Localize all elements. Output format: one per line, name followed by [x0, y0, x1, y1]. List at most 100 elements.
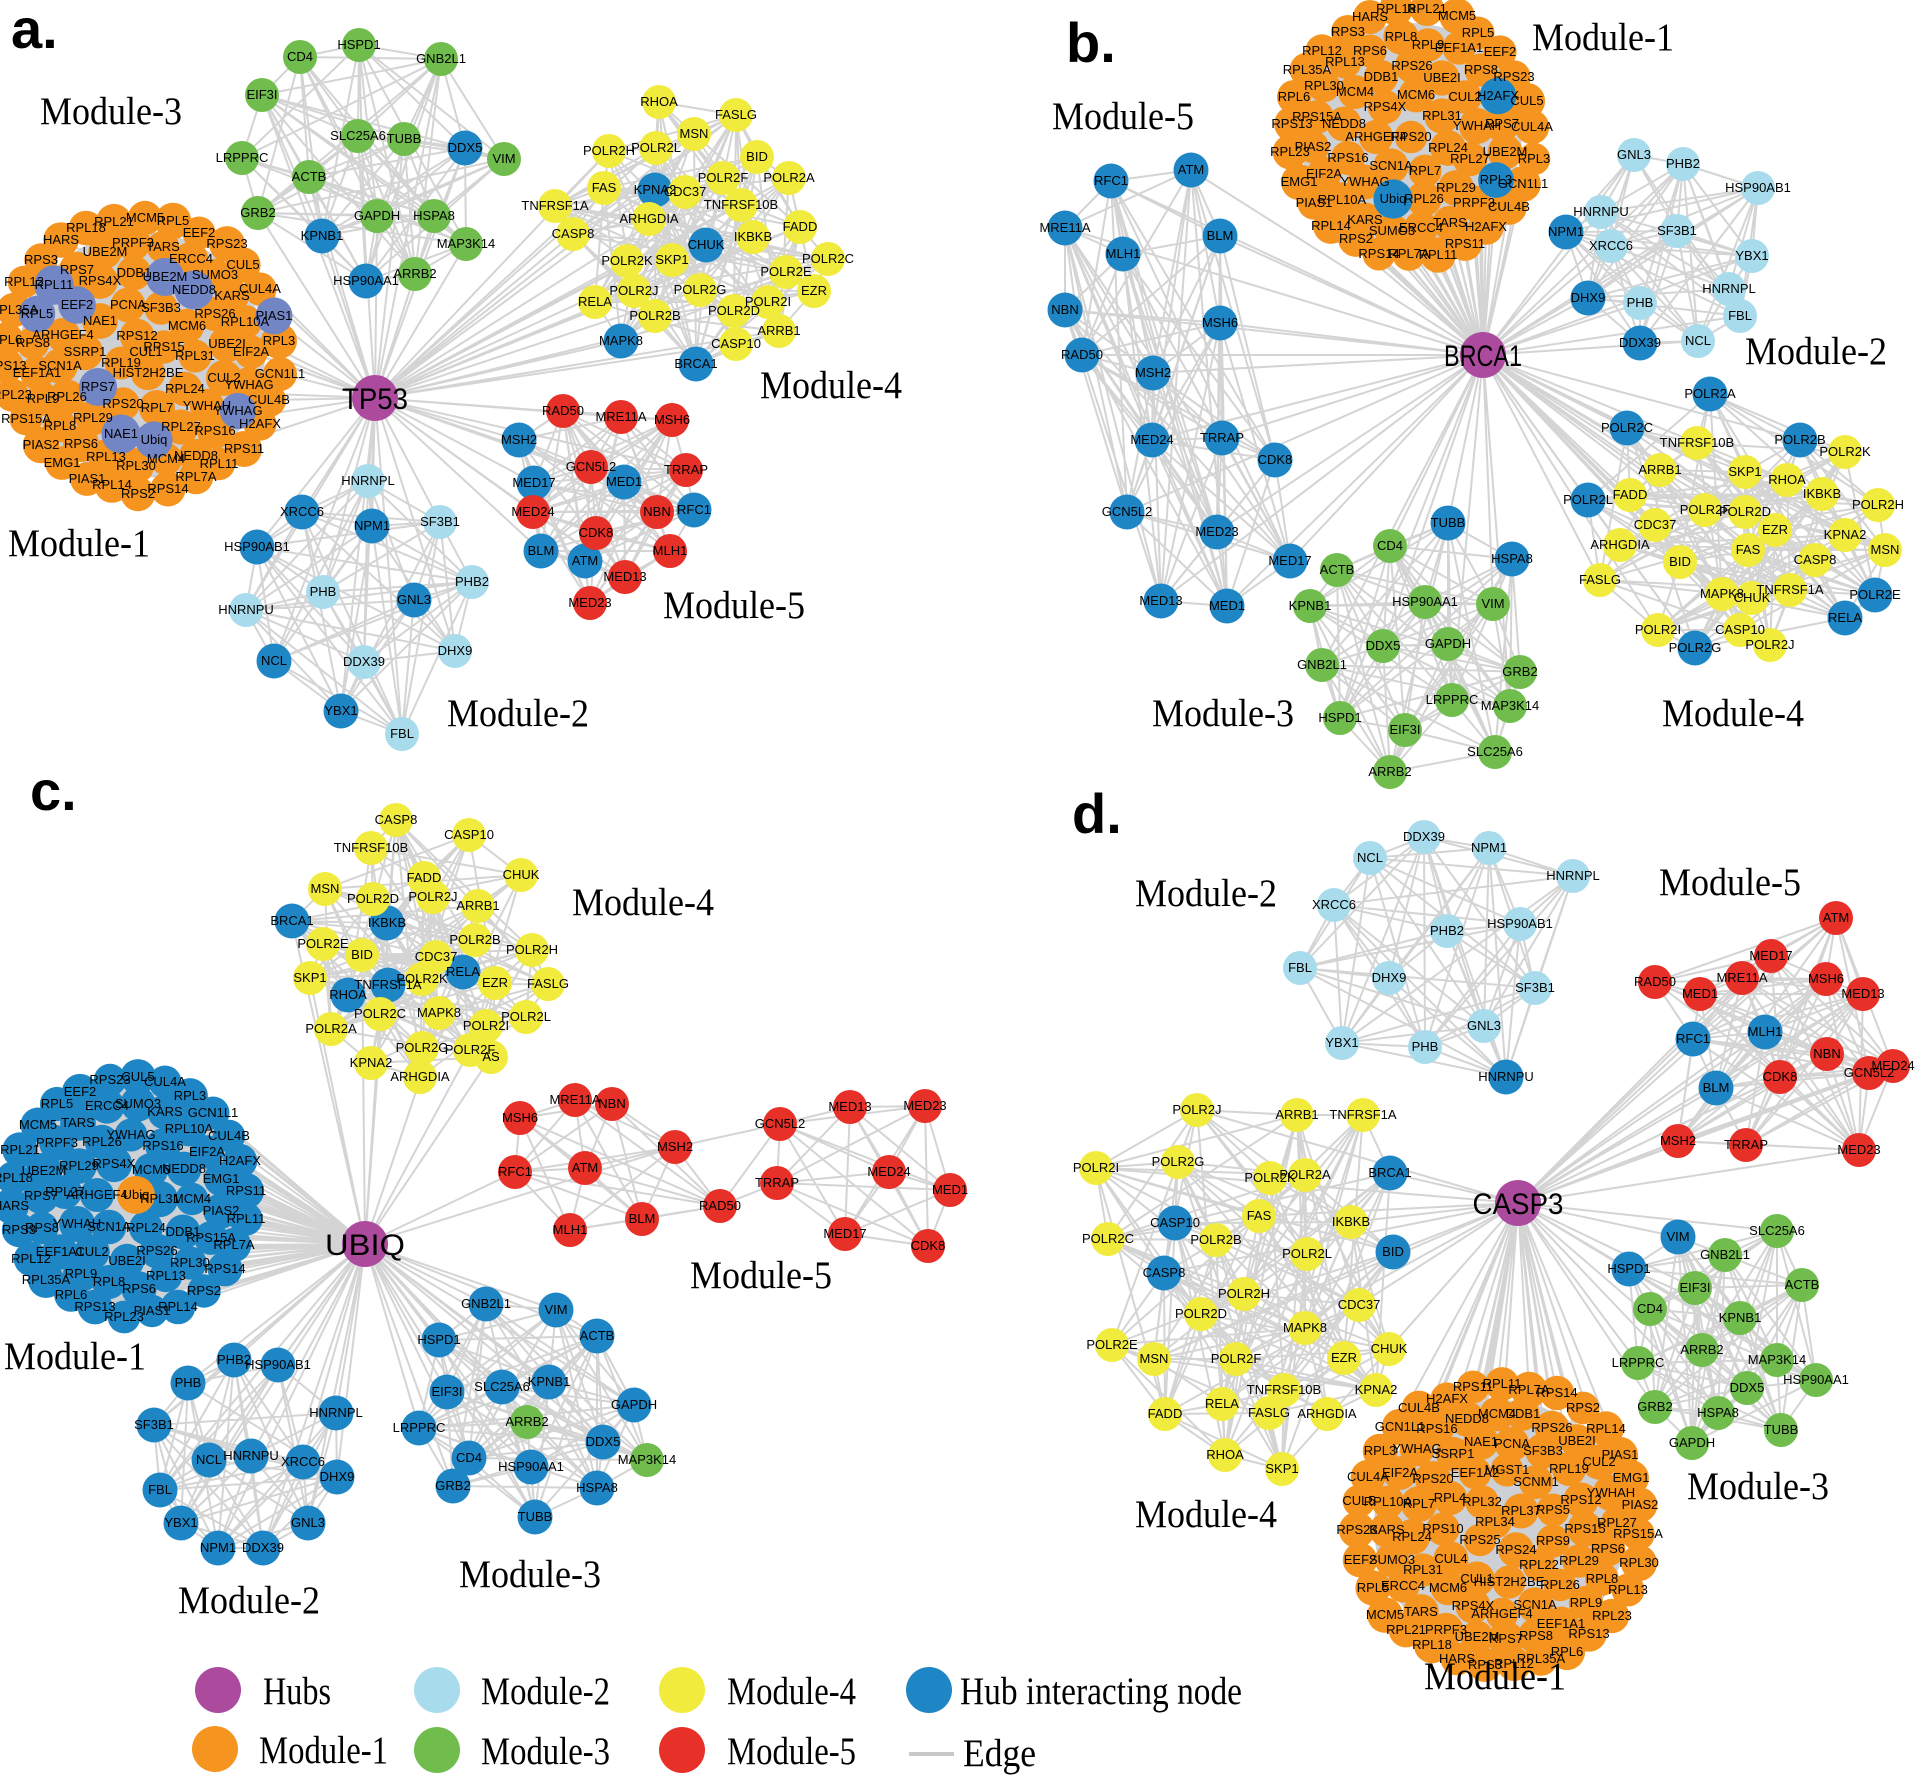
svg-text:CUL4B: CUL4B	[248, 392, 290, 407]
svg-text:RPS2: RPS2	[1339, 231, 1373, 246]
svg-text:RPS2: RPS2	[187, 1283, 221, 1298]
svg-text:VIM: VIM	[544, 1302, 567, 1317]
svg-text:RPL21: RPL21	[94, 214, 134, 229]
svg-text:RPS20: RPS20	[1390, 129, 1431, 144]
svg-text:POLR2L: POLR2L	[1563, 492, 1613, 507]
svg-text:DDX5: DDX5	[586, 1434, 621, 1449]
svg-text:RHOA: RHOA	[640, 94, 678, 109]
svg-text:RPS16: RPS16	[142, 1138, 183, 1153]
svg-text:RPS7: RPS7	[60, 262, 94, 277]
svg-text:VIM: VIM	[1481, 596, 1504, 611]
svg-text:TRRAP: TRRAP	[1724, 1137, 1768, 1152]
svg-text:EZR: EZR	[1331, 1350, 1357, 1365]
svg-text:HARS: HARS	[1439, 1651, 1475, 1666]
svg-text:FASLG: FASLG	[527, 976, 569, 991]
svg-text:ARHGDIA: ARHGDIA	[1590, 537, 1650, 552]
svg-text:RPS16: RPS16	[194, 423, 235, 438]
svg-text:PHB: PHB	[175, 1375, 202, 1390]
svg-text:MLH1: MLH1	[653, 543, 688, 558]
svg-text:CUL4B: CUL4B	[1398, 1400, 1440, 1415]
svg-text:Module-4: Module-4	[760, 364, 902, 407]
svg-text:CASP8: CASP8	[552, 226, 595, 241]
svg-text:POLR2E: POLR2E	[760, 264, 812, 279]
svg-text:DDB1: DDB1	[1364, 69, 1399, 84]
svg-text:MAP3K14: MAP3K14	[1748, 1352, 1807, 1367]
svg-text:GRB2: GRB2	[1502, 664, 1537, 679]
svg-text:NAE1: NAE1	[104, 426, 138, 441]
svg-text:HSPD1: HSPD1	[337, 37, 380, 52]
svg-text:RHOA: RHOA	[1768, 472, 1806, 487]
svg-text:RPL18: RPL18	[0, 1170, 33, 1185]
svg-text:CASP3: CASP3	[1473, 1188, 1564, 1221]
svg-text:NCL: NCL	[196, 1452, 222, 1467]
svg-text:MCM6: MCM6	[168, 318, 206, 333]
svg-text:H2AFX: H2AFX	[1426, 1391, 1468, 1406]
svg-text:ERCC4: ERCC4	[1399, 220, 1443, 235]
svg-text:MED23: MED23	[1837, 1142, 1880, 1157]
svg-text:RPL9: RPL9	[27, 391, 60, 406]
svg-text:RPL35A: RPL35A	[22, 1272, 71, 1287]
svg-text:NEDD8: NEDD8	[1445, 1411, 1489, 1426]
svg-text:POLR2F: POLR2F	[1680, 502, 1731, 517]
svg-text:CASP10: CASP10	[711, 336, 761, 351]
svg-text:PIAS2: PIAS2	[1295, 139, 1332, 154]
svg-text:Ubiq: Ubiq	[123, 1187, 150, 1202]
svg-text:RPL29: RPL29	[59, 1158, 99, 1173]
svg-text:RPS12: RPS12	[1560, 1492, 1601, 1507]
svg-text:DHX9: DHX9	[1372, 970, 1407, 985]
svg-text:NBN: NBN	[1813, 1046, 1840, 1061]
svg-text:RPL8: RPL8	[1385, 29, 1418, 44]
svg-text:GNB2L1: GNB2L1	[1297, 657, 1347, 672]
svg-text:ARHGDIA: ARHGDIA	[1297, 1406, 1357, 1421]
svg-text:CUL4A: CUL4A	[1347, 1469, 1389, 1484]
svg-text:EEF1A1: EEF1A1	[1537, 1616, 1585, 1631]
svg-text:RPL35A: RPL35A	[1517, 1651, 1566, 1666]
svg-text:GCN1L1: GCN1L1	[255, 366, 306, 381]
svg-text:TNFRSF1A: TNFRSF1A	[1756, 582, 1824, 597]
svg-text:POLR2A: POLR2A	[763, 170, 815, 185]
svg-text:Module-4: Module-4	[572, 881, 714, 924]
svg-text:RPS26: RPS26	[136, 1243, 177, 1258]
svg-text:POLR2B: POLR2B	[1774, 432, 1825, 447]
svg-text:DDX5: DDX5	[1730, 1380, 1765, 1395]
svg-text:GCN5L2: GCN5L2	[1844, 1065, 1895, 1080]
svg-text:FAS: FAS	[592, 180, 617, 195]
svg-text:RPL13: RPL13	[146, 1268, 186, 1283]
svg-text:RPS11: RPS11	[226, 1183, 266, 1198]
svg-text:NPM1: NPM1	[1548, 224, 1584, 239]
svg-text:POLR2L: POLR2L	[501, 1009, 551, 1024]
svg-text:MCM6: MCM6	[1397, 87, 1435, 102]
svg-text:DDX39: DDX39	[1619, 335, 1661, 350]
svg-text:RPS6: RPS6	[1353, 43, 1387, 58]
svg-text:SSRP1: SSRP1	[64, 344, 107, 359]
svg-text:RPL29: RPL29	[73, 410, 113, 425]
svg-text:MED1: MED1	[606, 474, 642, 489]
svg-text:RPS20: RPS20	[102, 396, 143, 411]
svg-text:RPL14: RPL14	[1311, 218, 1351, 233]
svg-text:NBN: NBN	[598, 1096, 625, 1111]
svg-text:MSN: MSN	[680, 126, 709, 141]
svg-text:Module-3: Module-3	[1687, 1465, 1829, 1508]
svg-text:MED17: MED17	[1749, 948, 1792, 963]
svg-text:RPL26: RPL26	[1404, 191, 1444, 206]
svg-text:EZR: EZR	[801, 283, 827, 298]
svg-text:PIAS2: PIAS2	[1622, 1497, 1659, 1512]
svg-text:RPL27: RPL27	[45, 1184, 85, 1199]
svg-text:MED13: MED13	[1841, 986, 1884, 1001]
svg-text:DDB1: DDB1	[1506, 1406, 1541, 1421]
svg-text:TUBB: TUBB	[518, 1509, 553, 1524]
svg-text:IKBKB: IKBKB	[1332, 1214, 1370, 1229]
svg-text:RHOA: RHOA	[1206, 1447, 1244, 1462]
svg-text:HSPD1: HSPD1	[1607, 1261, 1650, 1276]
svg-text:RPL3: RPL3	[1518, 151, 1551, 166]
svg-text:CUL5: CUL5	[1510, 93, 1543, 108]
svg-text:SUMO3: SUMO3	[1369, 223, 1415, 238]
svg-text:IKBKB: IKBKB	[368, 915, 406, 930]
svg-text:RPS7: RPS7	[81, 379, 115, 394]
svg-text:UBE2M: UBE2M	[143, 269, 188, 284]
svg-text:POLR2C: POLR2C	[1082, 1231, 1134, 1246]
svg-text:MSH2: MSH2	[1135, 365, 1171, 380]
svg-text:XRCC6: XRCC6	[1589, 238, 1633, 253]
svg-text:MSH2: MSH2	[657, 1139, 693, 1154]
svg-text:HSP90AB1: HSP90AB1	[1725, 180, 1791, 195]
